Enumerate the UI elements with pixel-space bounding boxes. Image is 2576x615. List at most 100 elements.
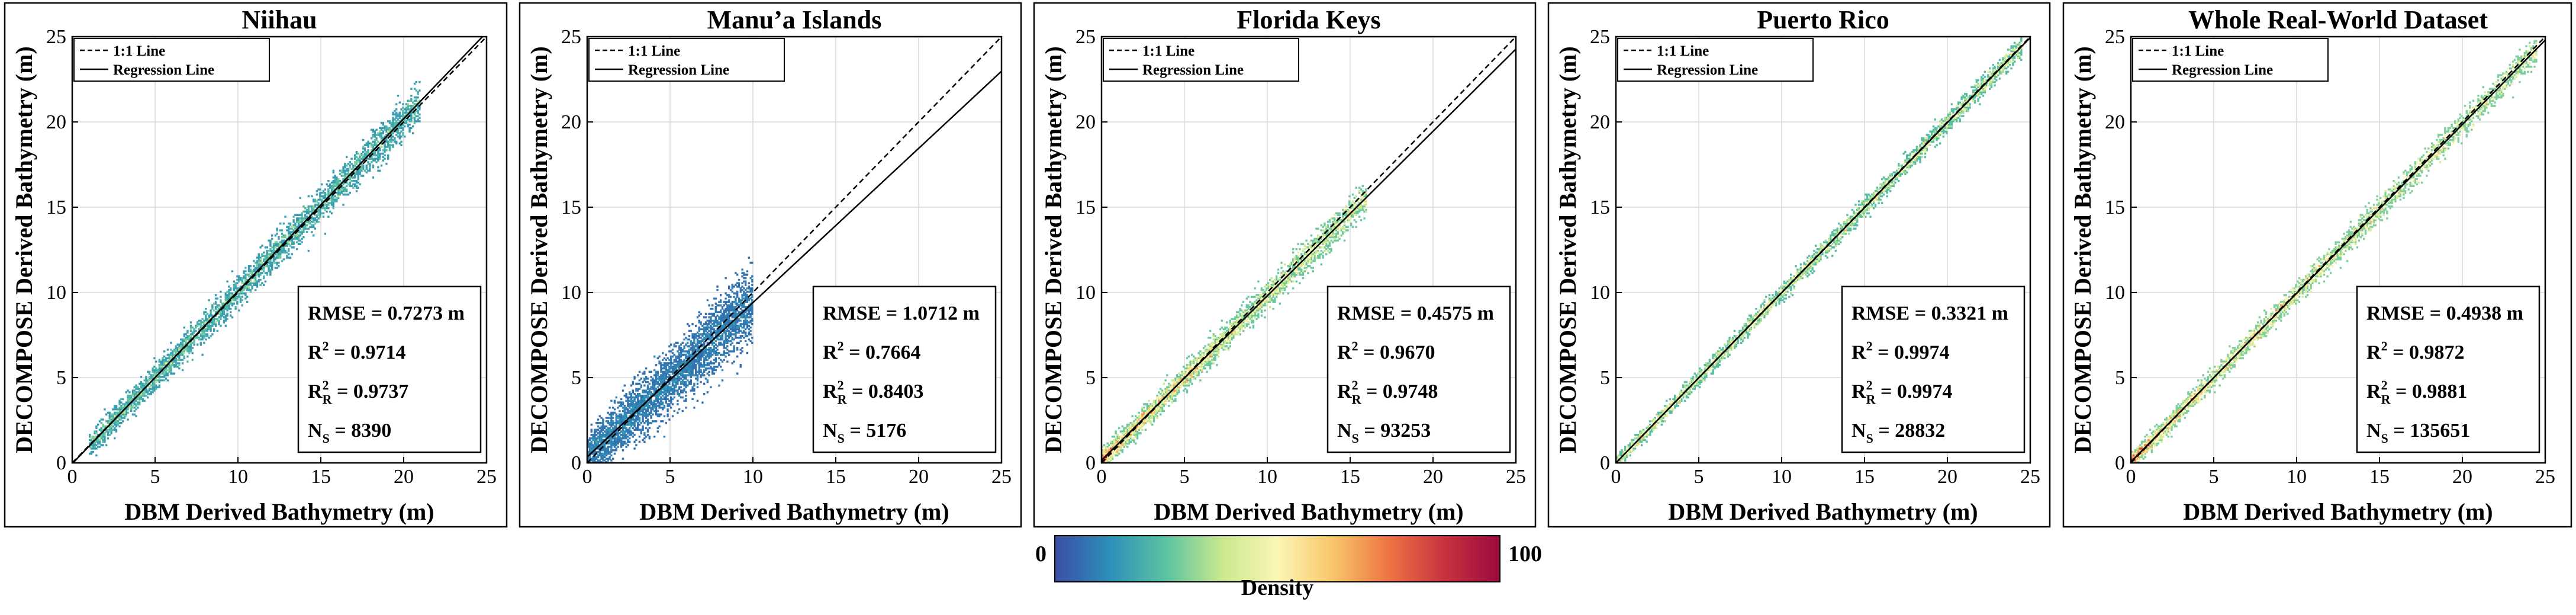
data-point: [274, 234, 276, 237]
data-point: [317, 208, 320, 211]
data-point: [114, 429, 116, 431]
data-point: [346, 169, 348, 172]
data-point: [648, 421, 651, 424]
data-point: [598, 439, 601, 442]
data-point: [629, 421, 631, 424]
data-point: [123, 413, 126, 416]
data-point: [663, 435, 666, 438]
data-point: [226, 295, 228, 298]
data-point: [681, 396, 684, 399]
data-point: [398, 142, 401, 145]
data-point: [638, 429, 641, 431]
data-point: [729, 350, 732, 353]
data-point: [251, 272, 253, 274]
data-point: [181, 369, 184, 372]
data-point: [294, 222, 297, 225]
data-point: [637, 425, 639, 428]
data-point: [708, 362, 710, 365]
data-point: [587, 446, 590, 448]
data-point: [387, 130, 389, 133]
data-point: [1247, 316, 1250, 318]
data-point: [208, 324, 210, 327]
data-point: [410, 127, 413, 130]
data-point: [671, 392, 674, 395]
data-point: [203, 336, 205, 339]
data-point: [166, 379, 169, 382]
data-point: [243, 275, 245, 278]
data-point: [668, 371, 671, 373]
data-point: [156, 369, 159, 372]
data-point: [738, 324, 740, 327]
data-point: [726, 314, 729, 317]
data-point: [623, 408, 626, 411]
data-point: [384, 146, 386, 148]
data-point: [186, 350, 189, 353]
data-point: [733, 330, 735, 332]
data-point: [1226, 345, 1228, 347]
data-point: [114, 408, 116, 411]
data-point: [623, 437, 626, 440]
data-point: [108, 415, 111, 417]
data-point: [711, 323, 714, 326]
data-point: [665, 384, 667, 387]
data-point: [633, 376, 636, 378]
data-point: [336, 179, 338, 182]
data-point: [199, 330, 202, 332]
data-point: [263, 277, 265, 279]
data-point: [1227, 347, 1230, 349]
data-point: [619, 418, 621, 421]
data-point: [362, 157, 365, 160]
data-point: [708, 336, 710, 339]
data-point: [247, 287, 250, 289]
data-point: [678, 365, 681, 368]
data-point: [1302, 272, 1305, 274]
data-point: [708, 374, 710, 376]
data-point: [693, 362, 695, 365]
data-point: [666, 413, 669, 416]
data-point: [1318, 256, 1321, 259]
data-point: [372, 166, 375, 169]
data-point: [666, 357, 669, 359]
data-point: [315, 193, 318, 196]
data-point: [203, 328, 205, 330]
data-point: [135, 400, 137, 402]
data-point: [344, 188, 346, 191]
data-point: [193, 338, 195, 341]
data-point: [629, 410, 631, 413]
data-point: [206, 323, 209, 326]
data-point: [166, 365, 169, 368]
data-point: [735, 320, 737, 322]
data-point: [294, 234, 297, 237]
data-point: [1176, 391, 1178, 394]
data-point: [658, 398, 661, 401]
data-point: [324, 195, 326, 198]
data-point: [656, 382, 659, 385]
data-point: [1262, 304, 1264, 307]
data-point: [714, 307, 717, 310]
data-point: [289, 256, 292, 259]
data-point: [681, 391, 684, 394]
data-point: [1254, 313, 1256, 315]
data-point: [662, 406, 664, 409]
data-point: [612, 406, 614, 409]
data-point: [700, 323, 702, 326]
data-point: [417, 110, 419, 112]
data-point: [695, 335, 697, 337]
data-point: [1216, 363, 1218, 366]
data-point: [178, 355, 181, 358]
data-point: [640, 396, 642, 399]
data-point: [330, 186, 333, 189]
data-point: [670, 359, 672, 361]
data-point: [388, 120, 391, 123]
data-point: [317, 217, 320, 220]
data-point: [375, 128, 378, 131]
data-point: [224, 307, 227, 310]
data-point: [256, 260, 259, 262]
data-point: [695, 371, 697, 373]
data-point: [307, 207, 310, 210]
data-point: [1239, 307, 1241, 310]
data-point: [703, 343, 706, 346]
data-point: [696, 331, 699, 334]
data-point: [213, 330, 215, 332]
data-point: [646, 381, 649, 384]
